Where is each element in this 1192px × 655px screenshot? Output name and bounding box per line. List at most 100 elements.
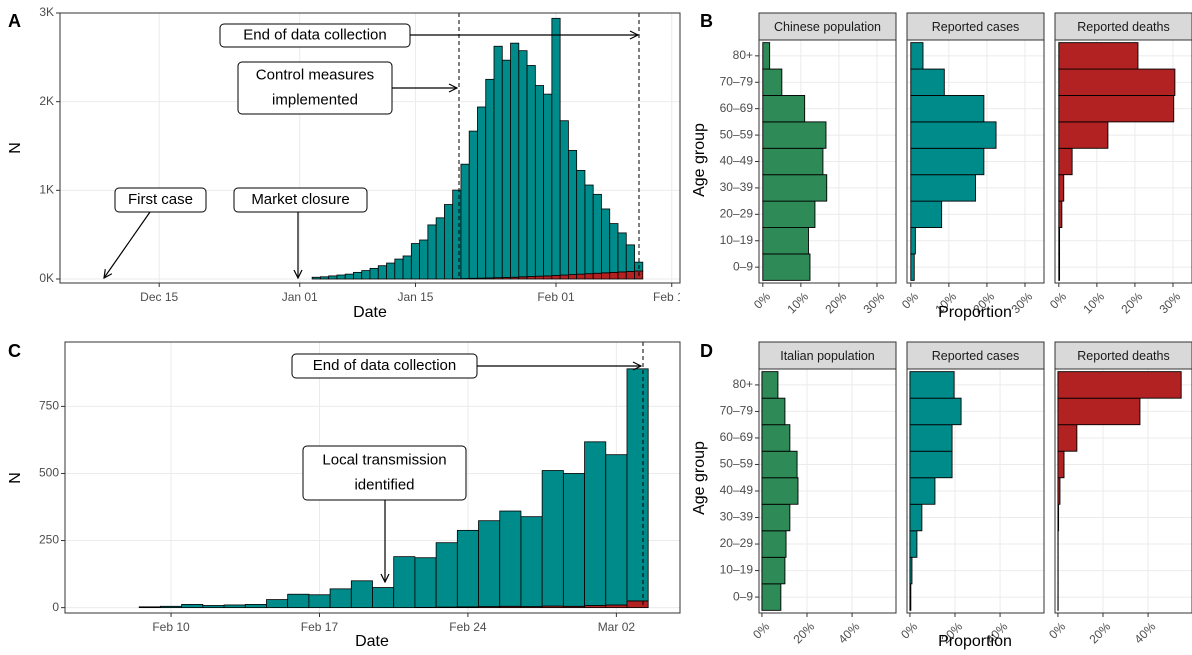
bar — [477, 106, 487, 279]
bar — [202, 605, 225, 609]
bar — [223, 604, 246, 609]
x-tick-label: 0% — [899, 289, 921, 311]
y-tick-label: 70–79 — [720, 404, 754, 418]
bar — [328, 275, 338, 280]
bar — [910, 147, 985, 176]
y-tick-label: 40–49 — [720, 154, 754, 168]
strip-background — [1054, 341, 1192, 370]
plot-border — [906, 39, 1045, 284]
x-ticks: Feb 10 Feb 17 Feb 24 Mar 02 — [152, 620, 635, 634]
bar — [1057, 503, 1060, 532]
bar — [761, 450, 798, 479]
plot-border — [59, 12, 681, 284]
bar — [584, 441, 607, 606]
bar — [568, 150, 578, 275]
bar — [576, 273, 586, 280]
bar — [910, 95, 985, 123]
bar — [762, 174, 828, 202]
x-tick-label: 30% — [1008, 289, 1035, 316]
annotation-text: implemented — [272, 91, 358, 108]
strip-label: Reported cases — [932, 349, 1020, 363]
bar — [319, 276, 330, 280]
x-axis-title: Proportion — [938, 304, 1012, 321]
bar — [1058, 147, 1073, 176]
plot-border — [64, 341, 681, 614]
bar — [377, 265, 387, 280]
x-axis-title: Proportion — [938, 633, 1012, 650]
plot-border — [906, 368, 1045, 614]
x-tick-label: 20% — [1086, 619, 1113, 646]
bar — [541, 470, 564, 607]
y-tick-label: 10–19 — [720, 233, 754, 247]
bar — [601, 272, 611, 280]
x-tick-label: 40% — [1132, 619, 1159, 646]
bar — [534, 275, 544, 280]
bar — [244, 604, 267, 609]
x-tick-label: 40% — [836, 619, 863, 646]
x-tick-label: Mar 02 — [598, 620, 636, 634]
bar — [311, 276, 321, 280]
annotation-box — [233, 187, 368, 213]
panel: 0 250 500 750 Feb 10 Feb 17 Feb 24 Mar 02 End of… — [7, 341, 681, 650]
bar — [609, 223, 619, 273]
annotation-box — [219, 23, 411, 48]
bar — [626, 368, 649, 602]
strip-background — [758, 341, 897, 370]
bar — [910, 200, 943, 228]
x-tick-label: Feb 01 — [537, 290, 575, 304]
x-ticks: Dec 15 Jan 01 Jan 15 Feb 01 Feb 15 — [140, 290, 680, 304]
bar — [138, 606, 161, 609]
y-tick-label: 80+ — [733, 48, 753, 62]
x-tick-label: 10% — [1080, 289, 1107, 316]
panel-letter: C — [8, 341, 21, 361]
bar — [909, 424, 953, 452]
bar — [468, 130, 478, 279]
bar — [435, 217, 445, 280]
bar — [601, 208, 611, 274]
y-axis-title: N — [7, 142, 24, 154]
bar — [478, 520, 501, 607]
bar — [584, 184, 594, 275]
y-tick-label: 50–59 — [720, 457, 754, 471]
strip-background — [906, 341, 1045, 370]
bar — [386, 262, 396, 280]
bar — [353, 271, 363, 280]
bar — [1057, 450, 1065, 479]
bar — [909, 371, 955, 399]
y-tick-label: 60–69 — [720, 430, 754, 444]
bar — [493, 45, 503, 279]
strip-label: Reported deaths — [1077, 20, 1169, 34]
y-tick-label: 2K — [39, 94, 54, 108]
bar — [1058, 121, 1109, 149]
y-tick-label: 0–9 — [733, 259, 753, 273]
x-axis-title: Date — [355, 633, 389, 650]
bar — [568, 274, 578, 280]
y-tick-label: 1K — [39, 183, 54, 197]
bar — [576, 169, 586, 275]
x-tick-label: Feb 10 — [152, 620, 190, 634]
bar — [762, 68, 783, 96]
strip-label: Reported deaths — [1077, 349, 1169, 363]
y-tick-label: 80+ — [733, 377, 753, 391]
bar — [543, 93, 553, 277]
x-tick-label: 0% — [898, 619, 920, 641]
annotation-box — [291, 353, 478, 379]
bar — [181, 604, 204, 609]
bar — [534, 85, 544, 277]
bar — [909, 583, 912, 611]
bar — [592, 272, 602, 280]
y-tick-label: 30–39 — [720, 510, 754, 524]
x-tick-label: Feb 24 — [449, 620, 487, 634]
strip-background — [1054, 12, 1192, 41]
bar — [1057, 371, 1182, 399]
bar — [559, 274, 569, 280]
strip-background — [758, 12, 897, 41]
bar — [584, 273, 594, 280]
annotation-text: End of data collection — [313, 357, 456, 374]
bar — [410, 243, 421, 280]
bar — [427, 224, 437, 280]
bar — [617, 271, 627, 280]
bar — [592, 193, 602, 274]
bar — [1058, 200, 1063, 228]
